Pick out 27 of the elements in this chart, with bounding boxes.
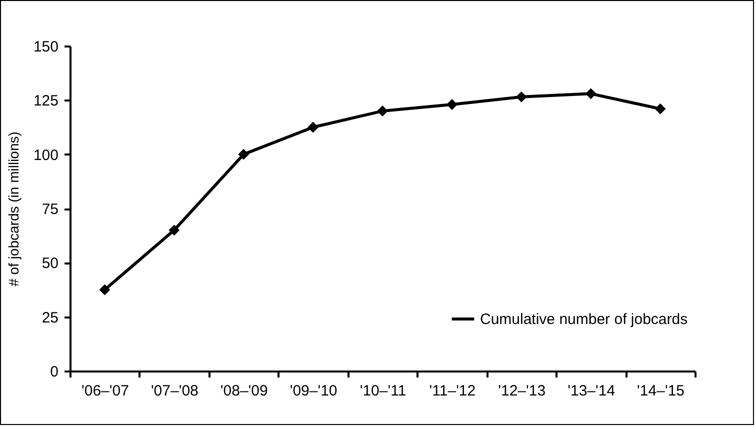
point (238, 148, 250, 160)
x-tick-label: '11–'12 (429, 382, 476, 400)
point (446, 99, 458, 110)
point (377, 106, 388, 116)
x-tick-label: '12–'13 (498, 382, 546, 400)
x-tick-label: '13–'14 (568, 382, 616, 400)
y-tick-label: 25 (42, 309, 58, 326)
point (585, 88, 596, 100)
x-tick-label: '08–'09 (220, 382, 268, 400)
point (308, 122, 319, 133)
x-tick-label: '09–'10 (290, 382, 338, 400)
y-axis-title: # of jobcards (in millions) (5, 132, 22, 286)
point (654, 103, 666, 114)
legend-label: Cumulative number of jobcards (480, 311, 688, 328)
x-tick-label: '07–'08 (150, 382, 198, 400)
y-tick-label: 0 (50, 364, 58, 380)
y-tick-label: 50 (42, 255, 58, 272)
y-tick-label: 150 (33, 38, 58, 56)
point (99, 284, 110, 296)
y-tick-label: 100 (33, 146, 58, 164)
point (168, 224, 180, 236)
x-tick-label: '10–'11 (360, 382, 406, 400)
y-tick-label: 125 (33, 92, 58, 110)
point (516, 91, 527, 102)
y-tick-label: 75 (42, 201, 58, 218)
x-tick-label: '14–'15 (637, 382, 685, 400)
x-tick-label: '06–'07 (81, 382, 129, 400)
